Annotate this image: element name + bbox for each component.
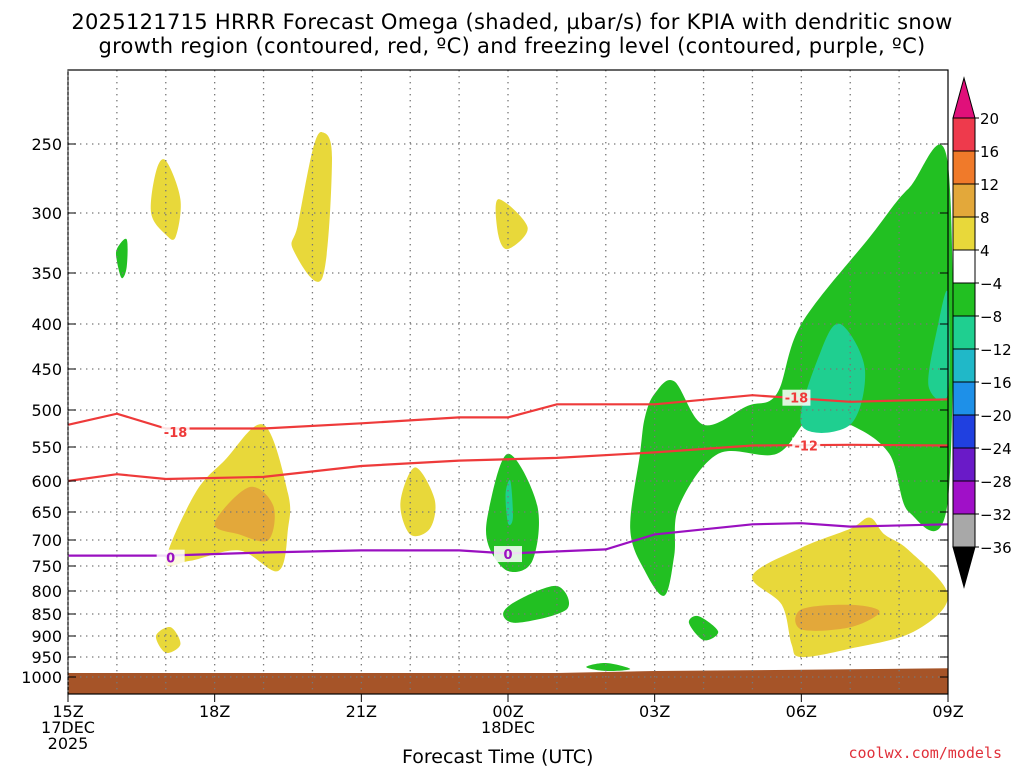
y-tick-label: 250: [31, 135, 62, 154]
colorbar-label: 4: [980, 242, 990, 260]
colorbar-label: −20: [980, 407, 1012, 425]
y-tick-label: 500: [31, 401, 62, 420]
colorbar-label: 20: [980, 110, 999, 128]
y-tick-label: 900: [31, 627, 62, 646]
x-tick-label: 21Z: [346, 702, 377, 721]
x-axis-label: Forecast Time (UTC): [402, 746, 594, 768]
grid-layer: [68, 70, 948, 694]
omega-region: [586, 662, 631, 672]
contour-label-bg: [161, 424, 190, 441]
x-tick-label: 18DEC: [481, 718, 535, 737]
y-tick-label: 1000: [21, 668, 62, 687]
colorbar-label: 8: [980, 209, 990, 227]
omega-region: [630, 144, 953, 596]
y-tick-label: 400: [31, 315, 62, 334]
y-tick-label: 300: [31, 204, 62, 223]
colorbar-label: −32: [980, 506, 1012, 524]
omega-region: [115, 238, 128, 279]
contour-label: 0: [503, 548, 512, 563]
omega-region: [155, 626, 181, 654]
chart-title-line-2: growth region (contoured, red, ºC) and f…: [98, 34, 926, 58]
x-tick-label: 06Z: [786, 702, 817, 721]
y-tick-label: 650: [31, 503, 62, 522]
contour-label-bg: [792, 437, 821, 454]
y-tick-label: 950: [31, 648, 62, 667]
contour-label: 0: [166, 552, 175, 567]
y-tick-label: 550: [31, 438, 62, 457]
colorbar: 20 16 12 8 4 −4 −8 −12 −16 −20 −24 −28 −32 −36: [952, 76, 1012, 589]
colorbar-swatch: [952, 282, 976, 317]
colorbar-label: −16: [980, 374, 1012, 392]
axes-layer: 250 300 350 400 450 500 550 600 650 700 750 800 850 9…: [21, 69, 964, 753]
omega-shading-layer: [68, 70, 953, 694]
colorbar-label: −12: [980, 341, 1012, 359]
contour-line: [67, 443, 949, 483]
omega-region: [150, 159, 181, 240]
y-tick-label: 700: [31, 531, 62, 550]
colorbar-swatch: [952, 117, 976, 152]
contour-label-bg: [782, 389, 811, 406]
y-tick-label: 850: [31, 605, 62, 624]
colorbar-label: 16: [980, 143, 999, 161]
contour-line: [67, 394, 949, 430]
colorbar-swatch: [952, 480, 976, 515]
colorbar-swatch: [952, 183, 976, 218]
omega-region: [291, 132, 332, 282]
colorbar-swatch: [952, 216, 976, 251]
y-tick-label: 450: [31, 360, 62, 379]
colorbar-label: −8: [980, 308, 1002, 326]
colorbar-swatch: [952, 348, 976, 383]
y-tick-label: 800: [31, 582, 62, 601]
colorbar-swatch: [952, 513, 976, 548]
contour-label: -12: [794, 440, 818, 455]
colorbar-label: −24: [980, 440, 1012, 458]
chart-title-line-1: 2025121715 HRRR Forecast Omega (shaded, …: [71, 10, 953, 34]
x-tick-label: 09Z: [932, 702, 963, 721]
x-tick-label: 00Z: [492, 702, 523, 721]
contour-label-bg: [494, 546, 522, 563]
colorbar-swatch: [952, 249, 976, 284]
colorbar-swatch: [952, 381, 976, 416]
colorbar-label: 12: [980, 176, 999, 194]
contour-line: [68, 522, 949, 557]
omega-region: [400, 467, 436, 537]
x-tick-label: 17DEC: [41, 718, 95, 737]
colorbar-top-triangle: [952, 76, 976, 119]
contour-label: -18: [785, 392, 809, 407]
omega-region: [495, 199, 528, 250]
x-tick-label: 2025: [48, 734, 89, 753]
omega-region: [928, 290, 950, 401]
x-tick-label: 15Z: [52, 702, 83, 721]
omega-region: [795, 604, 880, 631]
contour-label: -18: [164, 426, 188, 441]
colorbar-label: −28: [980, 473, 1012, 491]
colorbar-swatch: [952, 414, 976, 449]
x-tick-label: 18Z: [199, 702, 230, 721]
source-credit[interactable]: coolwx.com/models: [848, 744, 1002, 762]
contour-layer: -18 -18 -12 0 0: [67, 389, 949, 567]
omega-region: [503, 585, 570, 623]
colorbar-label: −4: [980, 275, 1002, 293]
colorbar-swatch: [952, 150, 976, 185]
colorbar-swatch: [952, 447, 976, 482]
colorbar-swatch: [952, 315, 976, 350]
contour-label-bg: [156, 549, 185, 566]
terrain-fill: [68, 668, 948, 694]
omega-region: [800, 323, 866, 433]
terrain-layer: [68, 668, 948, 694]
y-tick-label: 750: [31, 557, 62, 576]
y-tick-label: 350: [31, 264, 62, 283]
x-tick-label: 03Z: [639, 702, 670, 721]
colorbar-label: −36: [980, 539, 1012, 557]
omega-region: [214, 486, 275, 542]
y-tick-label: 600: [31, 472, 62, 491]
colorbar-bottom-triangle: [952, 546, 976, 589]
